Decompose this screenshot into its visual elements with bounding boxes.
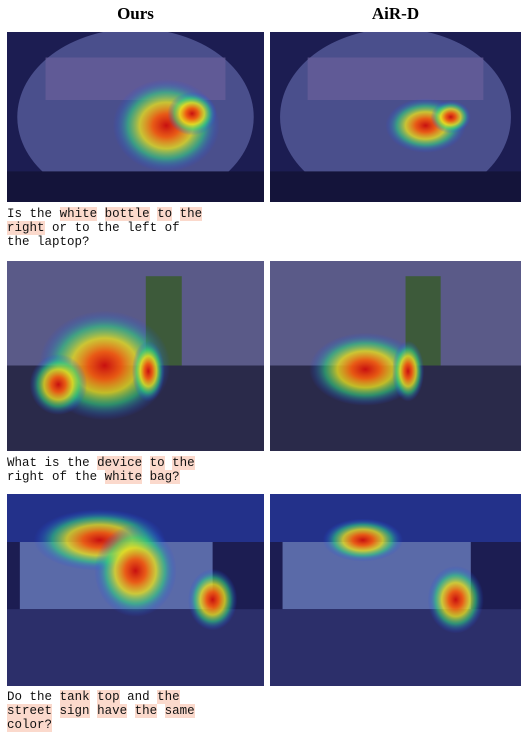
word: What [7, 456, 38, 470]
word: tank [59, 690, 90, 704]
attention-image [270, 494, 521, 686]
attention-image [270, 261, 521, 451]
question: Do the tank top and the street sign have … [7, 690, 195, 732]
word: to [149, 456, 165, 470]
word: of [164, 221, 180, 235]
word: have [97, 704, 128, 718]
word: and [127, 690, 150, 704]
word: bottle [104, 207, 150, 221]
word: of [52, 470, 68, 484]
word: laptop? [37, 235, 90, 249]
word: the [172, 456, 195, 470]
question-line: Do the tank top and the [7, 690, 195, 704]
word: the [179, 207, 203, 221]
question-line: right of the white bag? [7, 470, 195, 484]
word: is [44, 456, 60, 470]
word: the [29, 207, 53, 221]
word: the [29, 690, 53, 704]
word: or [52, 221, 68, 235]
word: Is [7, 207, 23, 221]
word: the [67, 456, 90, 470]
word: to [74, 221, 90, 235]
word: device [97, 456, 143, 470]
column-header: Ours [117, 4, 154, 23]
word: right [7, 221, 45, 235]
word: top [97, 690, 120, 704]
attention-image [270, 32, 521, 202]
word: right [7, 470, 45, 484]
word: the [74, 470, 98, 484]
column-header: AiR-D [371, 4, 420, 23]
word: color? [7, 718, 53, 732]
word: white [104, 470, 143, 484]
word: the [7, 235, 30, 249]
question: What is the device to the right of the wh… [7, 456, 195, 484]
word: to [157, 207, 173, 221]
word: same [164, 704, 195, 718]
question-line: street sign have the same [7, 704, 195, 718]
word: the [157, 690, 180, 704]
word: the [134, 704, 158, 718]
word: street [7, 704, 53, 718]
attention-image [7, 494, 264, 686]
word: the [97, 221, 120, 235]
word: white [59, 207, 98, 221]
question-line: What is the device to the [7, 456, 195, 470]
attention-image [7, 32, 264, 202]
question: Is the white bottle to the right or to th… [7, 207, 203, 249]
question-line: the laptop? [7, 235, 202, 249]
word: left [127, 221, 158, 235]
word: Do [7, 690, 23, 704]
question-line: right or to the left of [7, 221, 202, 235]
word: bag? [149, 470, 180, 484]
question-line: Is the white bottle to the [7, 207, 203, 221]
question-line: color? [7, 718, 195, 732]
word: sign [59, 704, 90, 718]
attention-image [7, 261, 264, 451]
